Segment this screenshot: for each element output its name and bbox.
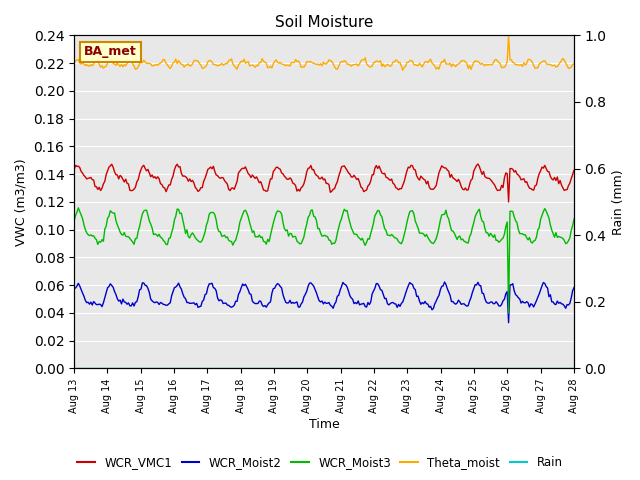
WCR_VMC1 xyxy=(570,168,578,173)
Text: BA_met: BA_met xyxy=(84,45,137,59)
WCR_Moist2 xyxy=(236,289,244,295)
WCR_Moist2 xyxy=(441,279,449,285)
WCR_VMC1 xyxy=(545,169,553,175)
WCR_Moist3 xyxy=(133,236,141,241)
WCR_VMC1 xyxy=(132,184,140,190)
Rain xyxy=(244,365,252,371)
WCR_VMC1 xyxy=(505,199,513,205)
WCR_Moist2 xyxy=(505,320,513,325)
Theta_moist xyxy=(570,60,578,66)
Line: WCR_Moist2: WCR_Moist2 xyxy=(74,282,574,323)
WCR_Moist3 xyxy=(221,232,228,238)
WCR_Moist2 xyxy=(570,285,578,290)
WCR_Moist2 xyxy=(545,294,553,300)
WCR_Moist3 xyxy=(570,216,578,222)
WCR_Moist3 xyxy=(74,205,82,211)
WCR_VMC1 xyxy=(70,167,78,172)
WCR_VMC1 xyxy=(289,180,296,186)
WCR_Moist2 xyxy=(289,300,296,305)
WCR_Moist2 xyxy=(244,287,252,293)
Theta_moist xyxy=(399,67,406,73)
Rain xyxy=(542,365,550,371)
WCR_VMC1 xyxy=(220,175,227,180)
Title: Soil Moisture: Soil Moisture xyxy=(275,15,373,30)
WCR_Moist3 xyxy=(291,234,298,240)
WCR_Moist2 xyxy=(220,300,227,306)
WCR_Moist2 xyxy=(70,286,78,291)
WCR_Moist3 xyxy=(70,218,78,224)
Theta_moist xyxy=(220,62,227,68)
Theta_moist xyxy=(70,59,78,65)
Rain xyxy=(70,365,78,371)
Theta_moist xyxy=(132,66,140,72)
WCR_Moist3 xyxy=(246,220,253,226)
Theta_moist xyxy=(244,59,252,64)
Rain xyxy=(132,365,140,371)
WCR_Moist3 xyxy=(505,310,513,316)
Rain xyxy=(289,365,296,371)
WCR_Moist3 xyxy=(237,215,245,221)
Y-axis label: VWC (m3/m3): VWC (m3/m3) xyxy=(15,158,28,246)
WCR_VMC1 xyxy=(236,168,244,174)
Rain xyxy=(570,365,578,371)
Theta_moist xyxy=(505,33,513,38)
Rain xyxy=(220,365,227,371)
Theta_moist xyxy=(289,60,296,65)
Line: WCR_Moist3: WCR_Moist3 xyxy=(74,208,574,313)
Theta_moist xyxy=(545,61,553,67)
WCR_VMC1 xyxy=(474,161,482,167)
Theta_moist xyxy=(236,60,244,66)
Legend: WCR_VMC1, WCR_Moist2, WCR_Moist3, Theta_moist, Rain: WCR_VMC1, WCR_Moist2, WCR_Moist3, Theta_… xyxy=(72,452,568,474)
Y-axis label: Rain (mm): Rain (mm) xyxy=(612,169,625,235)
Line: WCR_VMC1: WCR_VMC1 xyxy=(74,164,574,202)
Rain xyxy=(236,365,244,371)
X-axis label: Time: Time xyxy=(308,419,339,432)
WCR_Moist3 xyxy=(545,215,553,221)
Line: Theta_moist: Theta_moist xyxy=(74,36,574,70)
WCR_Moist2 xyxy=(132,300,140,305)
WCR_VMC1 xyxy=(244,171,252,177)
